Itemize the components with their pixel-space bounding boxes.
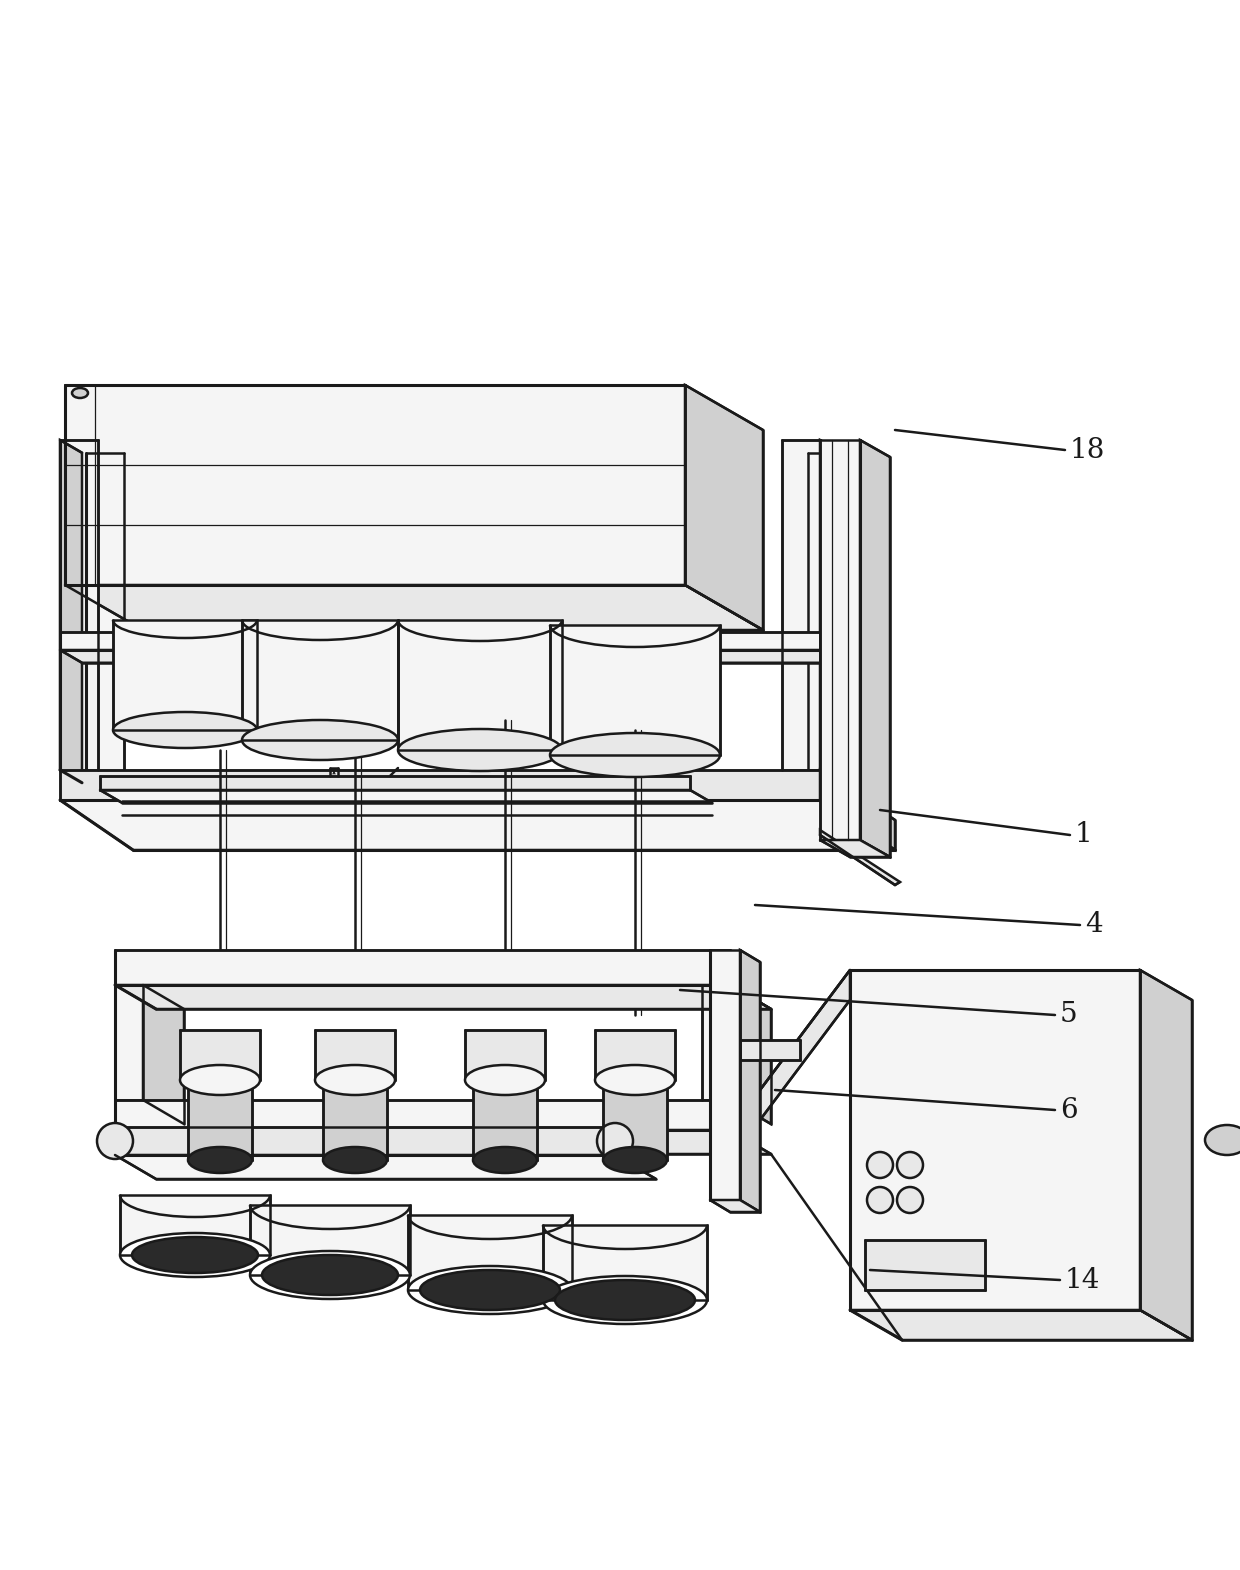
- Polygon shape: [820, 440, 861, 840]
- Ellipse shape: [867, 1152, 893, 1178]
- Polygon shape: [398, 620, 562, 750]
- Ellipse shape: [188, 1148, 252, 1173]
- Ellipse shape: [1205, 1126, 1240, 1156]
- Polygon shape: [115, 984, 143, 1101]
- Polygon shape: [86, 452, 124, 783]
- Polygon shape: [60, 801, 895, 849]
- Text: 14: 14: [1065, 1267, 1100, 1294]
- Ellipse shape: [262, 1254, 398, 1295]
- Polygon shape: [115, 1130, 771, 1154]
- Polygon shape: [120, 1195, 270, 1254]
- Ellipse shape: [408, 1265, 572, 1314]
- Ellipse shape: [897, 1152, 923, 1178]
- Ellipse shape: [322, 1068, 387, 1093]
- Ellipse shape: [867, 1187, 893, 1214]
- Ellipse shape: [551, 733, 720, 777]
- Polygon shape: [595, 1030, 675, 1080]
- Ellipse shape: [250, 1251, 410, 1298]
- Polygon shape: [711, 1199, 760, 1212]
- Ellipse shape: [120, 1232, 270, 1276]
- Polygon shape: [820, 831, 900, 885]
- Ellipse shape: [543, 1276, 707, 1324]
- Ellipse shape: [113, 713, 257, 747]
- Ellipse shape: [595, 1064, 675, 1094]
- Polygon shape: [113, 620, 257, 730]
- Polygon shape: [188, 1080, 252, 1160]
- Polygon shape: [250, 1206, 410, 1275]
- Ellipse shape: [420, 1270, 560, 1309]
- Polygon shape: [60, 769, 820, 801]
- Polygon shape: [702, 984, 730, 1101]
- Ellipse shape: [315, 1064, 396, 1094]
- Polygon shape: [60, 440, 82, 783]
- Polygon shape: [115, 1156, 656, 1179]
- Polygon shape: [861, 440, 890, 857]
- Polygon shape: [740, 1039, 800, 1060]
- Polygon shape: [730, 970, 849, 1160]
- Polygon shape: [115, 984, 771, 1010]
- Polygon shape: [730, 984, 771, 1124]
- Polygon shape: [472, 1080, 537, 1160]
- Text: 1: 1: [1075, 821, 1092, 848]
- Polygon shape: [849, 970, 1140, 1309]
- Ellipse shape: [472, 1148, 537, 1173]
- Polygon shape: [115, 1101, 730, 1130]
- Ellipse shape: [398, 728, 562, 771]
- Ellipse shape: [556, 1280, 694, 1320]
- Polygon shape: [684, 385, 763, 630]
- Polygon shape: [64, 385, 684, 586]
- Ellipse shape: [603, 1068, 667, 1093]
- Polygon shape: [603, 1080, 667, 1160]
- Ellipse shape: [72, 388, 88, 399]
- Polygon shape: [740, 950, 760, 1212]
- Polygon shape: [60, 440, 98, 769]
- Polygon shape: [808, 452, 846, 783]
- Polygon shape: [465, 1030, 546, 1080]
- Ellipse shape: [603, 1148, 667, 1173]
- Polygon shape: [180, 1030, 260, 1080]
- Ellipse shape: [180, 1064, 260, 1094]
- Polygon shape: [543, 1225, 707, 1300]
- Polygon shape: [782, 440, 820, 769]
- Polygon shape: [115, 1127, 615, 1156]
- Ellipse shape: [596, 1123, 632, 1159]
- Polygon shape: [315, 1030, 396, 1080]
- Polygon shape: [64, 586, 763, 630]
- Polygon shape: [60, 633, 820, 650]
- Polygon shape: [820, 840, 890, 857]
- Polygon shape: [60, 650, 842, 663]
- Ellipse shape: [97, 1123, 133, 1159]
- Text: 18: 18: [1070, 436, 1105, 463]
- Polygon shape: [820, 440, 842, 783]
- Polygon shape: [115, 950, 730, 984]
- Polygon shape: [100, 790, 712, 802]
- Text: 4: 4: [1085, 912, 1102, 939]
- Ellipse shape: [465, 1064, 546, 1094]
- Ellipse shape: [897, 1187, 923, 1214]
- Text: 5: 5: [1060, 1002, 1078, 1028]
- Text: 6: 6: [1060, 1096, 1078, 1124]
- Ellipse shape: [131, 1237, 258, 1273]
- Polygon shape: [1140, 970, 1192, 1341]
- Polygon shape: [242, 620, 398, 739]
- Polygon shape: [551, 625, 720, 755]
- Polygon shape: [820, 769, 895, 849]
- Polygon shape: [711, 950, 740, 1199]
- Polygon shape: [846, 452, 868, 796]
- Polygon shape: [408, 1215, 572, 1291]
- Ellipse shape: [472, 1068, 537, 1093]
- Ellipse shape: [242, 721, 398, 760]
- Ellipse shape: [188, 1068, 252, 1093]
- Polygon shape: [866, 1240, 985, 1291]
- Polygon shape: [143, 984, 184, 1124]
- Polygon shape: [100, 776, 689, 790]
- Polygon shape: [322, 1080, 387, 1160]
- Ellipse shape: [322, 1148, 387, 1173]
- Polygon shape: [849, 1309, 1192, 1341]
